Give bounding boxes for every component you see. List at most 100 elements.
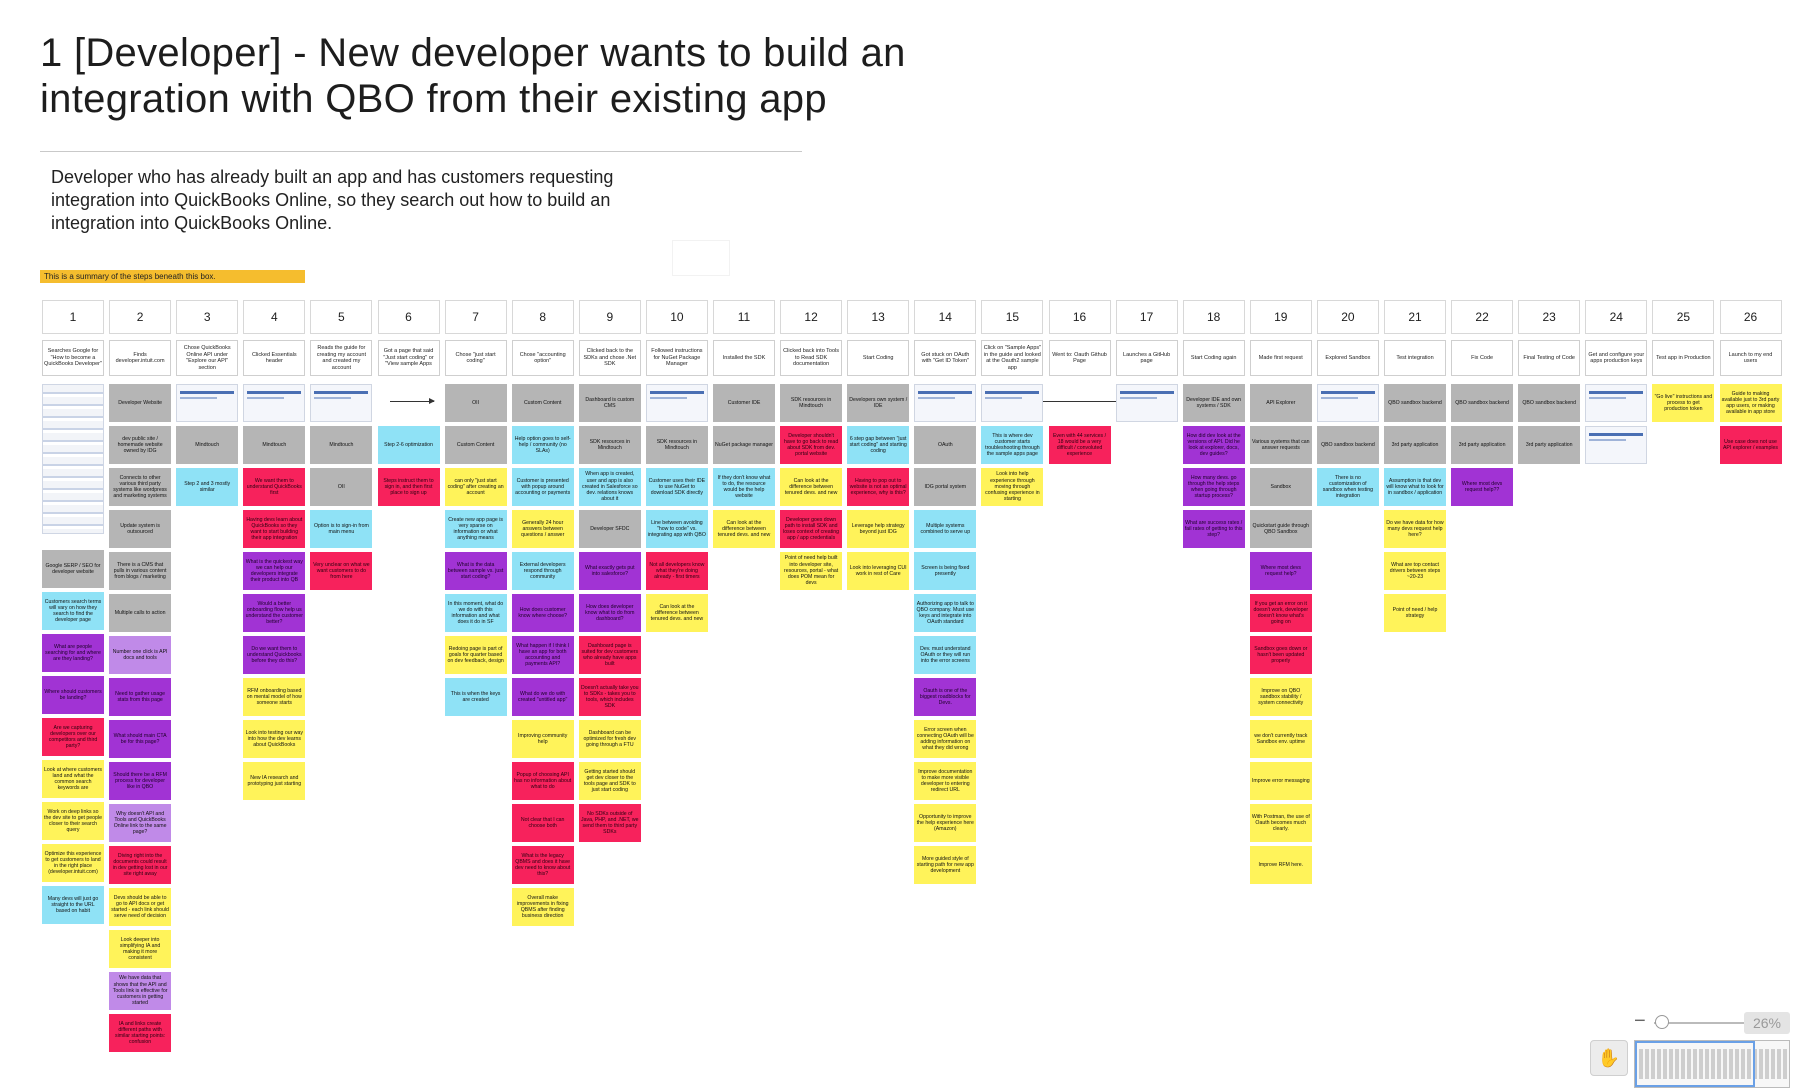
sticky-note-purple[interactable]: Do we want them to understand Quickbooks… bbox=[243, 636, 306, 674]
sticky-note-yellow[interactable]: Dashboard can be optimized for fresh dev… bbox=[578, 720, 641, 758]
step-title-card[interactable]: Chose "accounting option" bbox=[511, 340, 574, 376]
step-title-card[interactable]: Fix Code bbox=[1451, 340, 1514, 376]
screenshot-thumbnail[interactable] bbox=[914, 384, 977, 422]
sticky-note-grey[interactable]: 3rd party application bbox=[1451, 426, 1514, 464]
step-number-card[interactable]: 8 bbox=[511, 300, 574, 334]
screenshot-thumbnail[interactable] bbox=[981, 384, 1044, 422]
sticky-note-yellow[interactable]: Point of need help built into developer … bbox=[780, 552, 843, 590]
sticky-note-grey[interactable]: QBO sandbox backend bbox=[1384, 384, 1446, 422]
step-number-card[interactable]: 19 bbox=[1249, 300, 1312, 334]
sticky-note-grey[interactable]: 3rd party application bbox=[1384, 426, 1446, 464]
step-title-card[interactable]: Start Coding bbox=[847, 340, 910, 376]
sticky-note-purple[interactable]: Need to gather usage stats from this pag… bbox=[109, 678, 172, 716]
step-number-card[interactable]: 7 bbox=[444, 300, 507, 334]
sticky-note-grey[interactable]: IDG portal system bbox=[914, 468, 977, 506]
step-title-card[interactable]: Followed instructions for NuGet Package … bbox=[645, 340, 708, 376]
sticky-note-yellow[interactable]: RFM onboarding based on mental model of … bbox=[243, 678, 306, 716]
sticky-note-purple[interactable]: What is the data between sample vs. just… bbox=[444, 552, 507, 590]
step-title-card[interactable]: Test integration bbox=[1384, 340, 1446, 376]
sticky-note-blue[interactable]: Dev. must understand OAuth or they will … bbox=[914, 636, 977, 674]
sticky-note-grey[interactable]: Custom Content bbox=[444, 426, 507, 464]
step-title-card[interactable]: Chose "just start coding" bbox=[444, 340, 507, 376]
step-title-card[interactable]: Clicked Essentials header bbox=[243, 340, 306, 376]
step-title-card[interactable]: Finds developer.intuit.com bbox=[109, 340, 172, 376]
sticky-note-yellow[interactable]: Optimize this experience to get customer… bbox=[42, 844, 104, 882]
screenshot-thumbnail[interactable] bbox=[310, 384, 373, 422]
sticky-note-blue[interactable]: Step 2 and 3 mostly similar bbox=[176, 468, 239, 506]
search-results-screenshot[interactable] bbox=[42, 384, 104, 534]
step-title-card[interactable]: Searches Google for "How to become a Qui… bbox=[42, 340, 104, 376]
step-number-card[interactable]: 23 bbox=[1518, 300, 1581, 334]
sticky-note-purple[interactable]: What should main CTA be for this page? bbox=[109, 720, 172, 758]
step-title-card[interactable]: Click on "Sample Apps" in the guide and … bbox=[981, 340, 1044, 376]
sticky-note-grey[interactable]: Developer Website bbox=[109, 384, 172, 422]
sticky-note-pink[interactable]: Having to pop out to website is not an o… bbox=[847, 468, 910, 506]
step-number-card[interactable]: 3 bbox=[176, 300, 239, 334]
sticky-note-grey[interactable]: Google SERP / SEO for developer website bbox=[42, 550, 104, 588]
sticky-note-pink[interactable]: Steps instruct them to sign in, and then… bbox=[377, 468, 440, 506]
sticky-note-blue[interactable]: External developers respond through comm… bbox=[511, 552, 574, 590]
sticky-note-grey[interactable]: Sandbox bbox=[1249, 468, 1312, 506]
sticky-note-blue[interactable]: Line between avoiding "how to code" vs. … bbox=[645, 510, 708, 548]
sticky-note-blue[interactable]: Option is to sign-in from main menu bbox=[310, 510, 373, 548]
zoom-slider-track[interactable] bbox=[1654, 1022, 1746, 1024]
sticky-note-grey[interactable]: SDK resources in Mindtouch bbox=[645, 426, 708, 464]
sticky-note-yellow[interactable]: Can look at the difference between tenur… bbox=[645, 594, 708, 632]
sticky-note-blue[interactable]: 6 step gap between "just start coding" a… bbox=[847, 426, 910, 464]
step-title-card[interactable]: Launches a GitHub page bbox=[1115, 340, 1178, 376]
step-title-card[interactable]: Reads the guide for creating my account … bbox=[310, 340, 373, 376]
sticky-note-grey[interactable]: Various systems that can answer requests bbox=[1249, 426, 1312, 464]
step-title-card[interactable]: Final Testing of Code bbox=[1518, 340, 1581, 376]
sticky-note-grey[interactable]: Mindtouch bbox=[310, 426, 373, 464]
sticky-note-purple[interactable]: What is the quickest way we can help our… bbox=[243, 552, 306, 590]
sticky-note-pink[interactable]: Are we capturing developers over our com… bbox=[42, 718, 104, 756]
sticky-note-blue[interactable]: Customers search terms will vary on how … bbox=[42, 592, 104, 630]
sticky-note-grey[interactable]: NuGet package manager bbox=[713, 426, 775, 464]
sticky-note-purple[interactable]: How many devs. go through the help steps… bbox=[1182, 468, 1245, 506]
pan-tool-button[interactable]: ✋ bbox=[1590, 1040, 1628, 1076]
sticky-note-grey[interactable]: QBO sandbox backend bbox=[1451, 384, 1514, 422]
zoom-level-readout[interactable]: 26% bbox=[1744, 1012, 1790, 1034]
sticky-note-purple[interactable]: What happen if I think I have an app for… bbox=[511, 636, 574, 674]
screenshot-thumbnail[interactable] bbox=[1585, 384, 1648, 422]
sticky-note-yellow[interactable]: New IA research and prototyping just sta… bbox=[243, 762, 306, 800]
sticky-note-pink[interactable]: We want them to understand QuickBooks fi… bbox=[243, 468, 306, 506]
sticky-note-grey[interactable]: Developer IDE and own systems / SDK bbox=[1182, 384, 1245, 422]
sticky-note-grey[interactable]: Mindtouch bbox=[176, 426, 239, 464]
sticky-note-grey[interactable]: SDK resources in Mindtouch bbox=[780, 384, 843, 422]
sticky-note-pink[interactable]: Doesn't actually take you to SDKs - take… bbox=[578, 678, 641, 716]
sticky-note-blue[interactable]: In this moment, what do we do with this … bbox=[444, 594, 507, 632]
sticky-note-grey[interactable]: 3rd party application bbox=[1518, 426, 1581, 464]
screenshot-thumbnail[interactable] bbox=[1585, 426, 1648, 464]
sticky-note-yellow[interactable]: Redoing page is part of goals for quarte… bbox=[444, 636, 507, 674]
sticky-note-blue[interactable]: Authorizing app to talk to QBO company. … bbox=[914, 594, 977, 632]
sticky-note-blue[interactable]: There is no customization of sandbox whe… bbox=[1316, 468, 1379, 506]
step-number-card[interactable]: 14 bbox=[914, 300, 977, 334]
sticky-note-pink[interactable]: What is the legacy QBMS and does it have… bbox=[511, 846, 574, 884]
screenshot-thumbnail[interactable] bbox=[243, 384, 306, 422]
sticky-note-purple[interactable]: Where most devs request help?? bbox=[1451, 468, 1514, 506]
step-title-card[interactable]: Clicked back to the SDKs and chose .Net … bbox=[578, 340, 641, 376]
zoom-slider-handle[interactable] bbox=[1655, 1015, 1669, 1029]
zoom-out-button[interactable]: − bbox=[1634, 1010, 1646, 1032]
minimap[interactable] bbox=[1634, 1040, 1790, 1088]
screenshot-thumbnail[interactable] bbox=[176, 384, 239, 422]
sticky-note-yellow[interactable]: can only "just start coding" after creat… bbox=[444, 468, 507, 506]
sticky-note-yellow[interactable]: Can look at the difference between tenur… bbox=[780, 468, 843, 506]
step-number-card[interactable]: 12 bbox=[780, 300, 843, 334]
sticky-note-yellow[interactable]: Look at where customers land and what th… bbox=[42, 760, 104, 798]
sticky-note-grey[interactable]: Developers own system / IDE bbox=[847, 384, 910, 422]
sticky-note-pink[interactable]: Even with 44 services / 18 would be a ve… bbox=[1048, 426, 1111, 464]
sticky-note-yellow[interactable]: Opportunity to improve the help experien… bbox=[914, 804, 977, 842]
sticky-note-pink[interactable]: IA and links create different paths with… bbox=[109, 1014, 172, 1052]
sticky-note-purple[interactable]: Oauth is one of the biggest roadblocks f… bbox=[914, 678, 977, 716]
sticky-note-purple[interactable]: What are success rates / fail rates of g… bbox=[1182, 510, 1245, 548]
step-number-card[interactable]: 11 bbox=[713, 300, 775, 334]
sticky-note-lilac[interactable]: Number one click is API docs and tools bbox=[109, 636, 172, 674]
step-number-card[interactable]: 5 bbox=[310, 300, 373, 334]
sticky-note-grey[interactable]: Multiple calls to action bbox=[109, 594, 172, 632]
step-number-card[interactable]: 13 bbox=[847, 300, 910, 334]
step-title-card[interactable]: Installed the SDK bbox=[713, 340, 775, 376]
step-title-card[interactable]: Start Coding again bbox=[1182, 340, 1245, 376]
step-title-card[interactable]: Made first request bbox=[1249, 340, 1312, 376]
